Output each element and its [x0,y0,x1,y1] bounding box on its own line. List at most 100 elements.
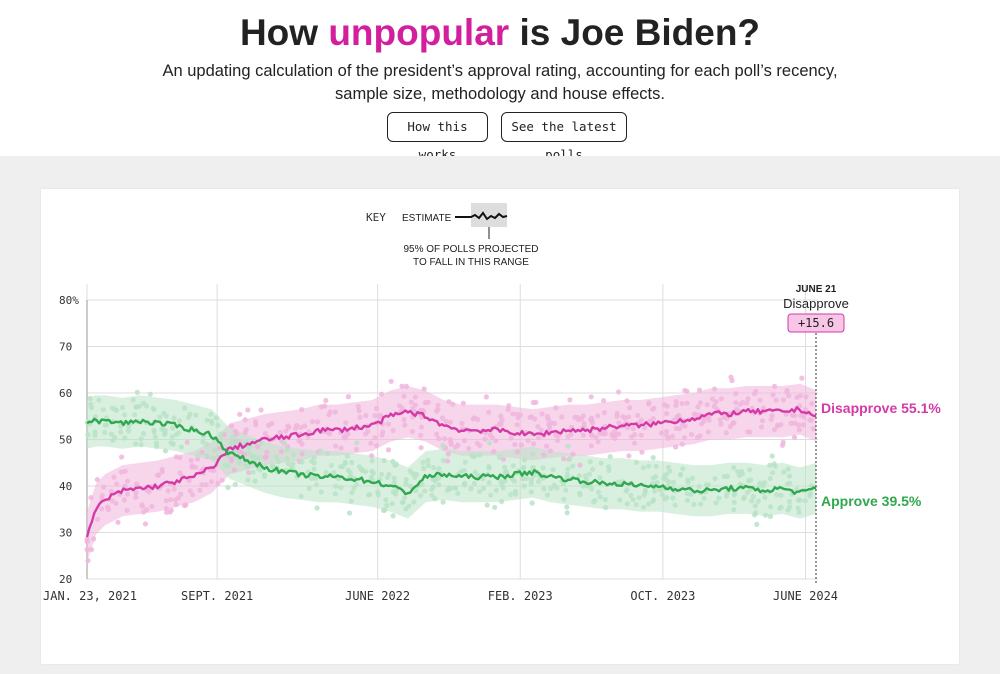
approve-poll-dot [640,465,646,471]
approve-poll-dot [577,492,583,498]
disapprove-poll-dot [94,477,100,483]
approve-poll-dot [712,475,718,482]
approve-poll-dot [157,414,163,420]
approve-poll-dot [541,486,547,492]
disapprove-poll-dot [682,423,688,429]
disapprove-poll-dot [733,391,739,397]
approve-poll-dot [607,454,613,460]
disapprove-poll-dot [709,396,716,402]
approve-poll-dot [232,481,238,488]
disapprove-poll-dot [646,401,652,407]
disapprove-poll-dot [142,521,149,527]
disapprove-poll-dot [580,432,587,438]
disapprove-poll-dot [601,410,608,416]
approve-poll-dot [802,498,808,504]
disapprove-poll-dot [108,488,114,495]
disapprove-poll-dot [159,469,165,475]
disapprove-poll-dot [638,432,644,438]
how-this-works-button[interactable]: How this works [387,112,488,162]
disapprove-poll-dot [546,421,552,427]
disapprove-poll-dot [447,419,453,425]
approve-poll-dot [484,502,490,508]
approve-poll-dot [342,459,348,465]
disapprove-poll-dot [401,393,407,399]
disapprove-poll-dot [757,397,763,403]
approve-poll-dot [308,458,315,464]
approve-poll-dot [512,488,518,494]
disapprove-poll-dot [554,437,561,443]
disapprove-poll-dot [704,402,710,408]
disapprove-poll-dot [696,387,703,393]
approve-poll-dot [324,450,331,456]
disapprove-poll-dot [664,403,670,409]
approve-poll-dot [587,459,593,465]
disapprove-poll-dot [167,497,174,503]
disapprove-poll-dot [332,409,338,415]
approve-poll-dot [403,476,409,483]
disapprove-poll-dot [155,472,161,478]
disapprove-poll-dot [673,425,680,432]
disapprove-poll-dot [165,488,171,494]
disapprove-poll-dot [589,415,595,421]
approve-poll-dot [370,470,376,476]
approve-poll-dot [500,485,506,491]
approve-poll-dot [384,502,390,508]
approve-poll-dot [785,466,791,472]
disapprove-poll-dot [188,457,194,464]
disapprove-line [85,406,817,538]
approve-poll-dot [417,493,424,499]
approve-poll-dot [499,498,505,504]
disapprove-poll-dot [626,414,632,420]
y-tick-label: 50 [59,434,72,447]
approve-poll-dot [333,483,339,489]
disapprove-poll-dot [373,442,379,449]
approve-poll-dot [744,490,751,496]
disapprove-poll-dot [197,487,203,493]
disapprove-poll-dot [385,447,392,453]
disapprove-poll-dot [242,417,248,423]
disapprove-poll-dot [733,400,739,406]
disapprove-poll-dot [184,439,190,445]
approve-poll-dot [633,459,640,465]
disapprove-poll-dot [512,441,518,448]
approve-poll-dot [161,410,167,416]
disapprove-poll-dot [228,456,234,462]
disapprove-poll-dot [510,411,516,417]
disapprove-poll-dot [745,396,751,402]
approve-poll-dot [406,503,412,509]
disapprove-poll-dot [624,425,631,431]
page-title: How unpopular is Joe Biden? [0,12,1000,54]
disapprove-poll-dot [326,412,332,418]
see-latest-polls-button[interactable]: See the latest polls [501,112,627,162]
disapprove-poll-dot [377,414,383,420]
disapprove-poll-dot [246,470,252,476]
approve-poll-dot [502,478,508,484]
approve-poll-dot [306,485,312,492]
approve-poll-dot [422,488,428,494]
disapprove-poll-dot [506,403,512,409]
approve-poll-dot [161,432,168,438]
disapprove-poll-dot [139,502,145,508]
disapprove-poll-dot [168,507,174,513]
approve-poll-dot [349,489,355,496]
approve-poll-dot [721,473,728,479]
approve-poll-dot [741,496,747,502]
approve-poll-dot [195,452,201,458]
approve-poll-dot [716,495,722,501]
approve-poll-dot [666,479,672,485]
approve-poll-dot [273,454,279,460]
approve-poll-dot [132,412,138,418]
approve-poll-dot [130,397,136,403]
disapprove-poll-dot [264,449,270,455]
disapprove-poll-dot [357,414,363,420]
disapprove-poll-dot [243,427,249,433]
disapprove-poll-dot [595,439,601,445]
approve-poll-dot [218,435,224,441]
callout-label: Disapprove [783,296,849,311]
disapprove-poll-dot [253,422,259,428]
approve-poll-dot [204,441,210,447]
approve-poll-dot [462,480,468,486]
approve-poll-dot [375,489,381,495]
chart-card: 80% 70 60 50 40 30 20 JAN. 23, 2021 SEPT. 2021 JU… [41,189,959,664]
disapprove-poll-dot [588,443,595,449]
